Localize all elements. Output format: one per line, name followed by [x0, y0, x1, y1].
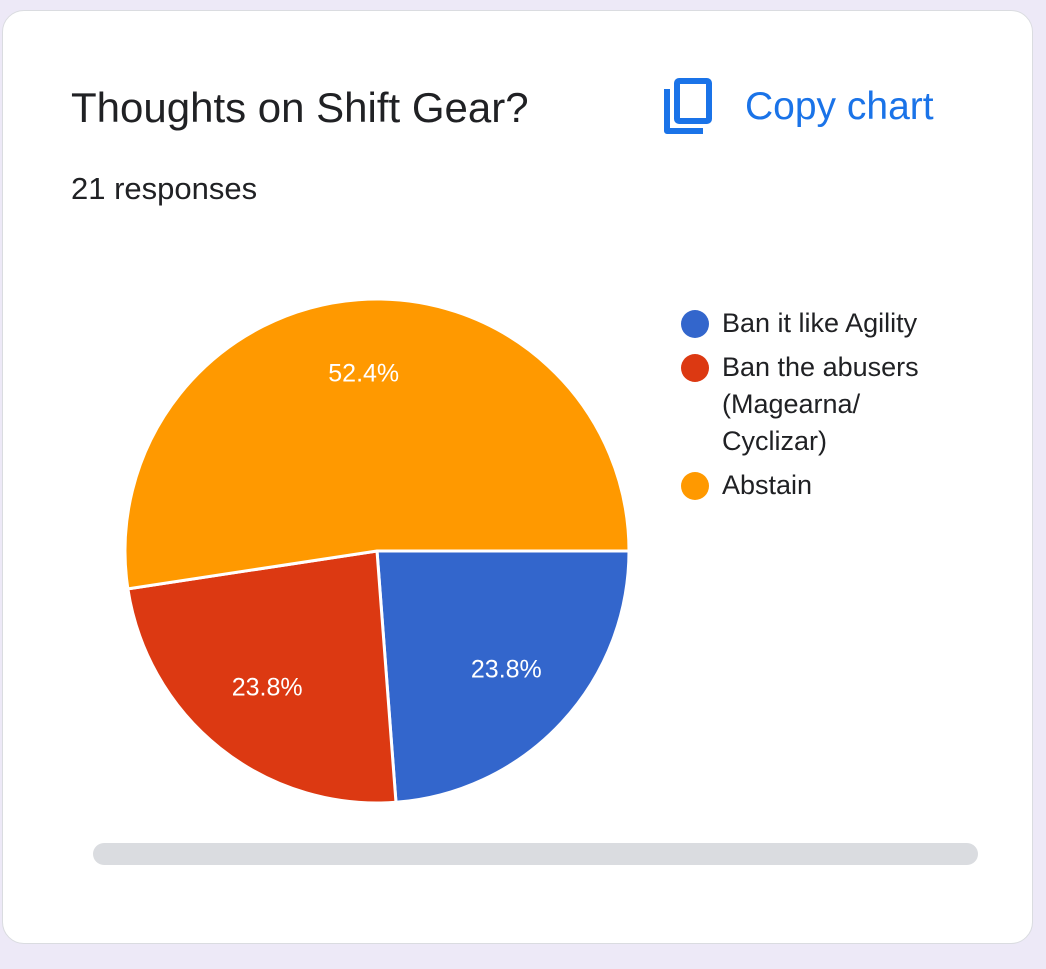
pie-slice-2[interactable]	[126, 549, 398, 805]
slice-percent-label: 52.4%	[328, 360, 399, 388]
copy-chart-label: Copy chart	[745, 85, 934, 128]
legend-label: Ban the abusers (Magearna/ Cyclizar)	[722, 352, 919, 456]
pie-slice-1[interactable]	[375, 549, 631, 804]
chart-card: Thoughts on Shift Gear? 21 responses Cop…	[2, 10, 1033, 944]
chart-legend: Ban it like Agility Ban the abusers (Mage…	[681, 305, 981, 511]
legend-item-2[interactable]: Ban the abusers (Magearna/ Cyclizar)	[681, 349, 981, 460]
response-count: 21 responses	[71, 171, 258, 206]
pie-slice-3[interactable]	[123, 297, 631, 591]
legend-item-3[interactable]: Abstain	[681, 467, 981, 504]
legend-color-dot	[681, 354, 709, 382]
legend-color-dot	[681, 310, 709, 338]
legend-label: Abstain	[722, 470, 813, 500]
legend-label: Ban it like Agility	[722, 308, 918, 338]
horizontal-scrollbar[interactable]	[93, 843, 978, 865]
slice-percent-label: 23.8%	[471, 656, 542, 684]
legend-color-dot	[681, 472, 709, 500]
legend-item-1[interactable]: Ban it like Agility	[681, 305, 981, 342]
slice-percent-label: 23.8%	[232, 674, 303, 702]
copy-chart-button[interactable]: Copy chart	[659, 73, 934, 141]
copy-icon	[664, 78, 712, 134]
question-title: Thoughts on Shift Gear?	[71, 84, 529, 131]
pie-chart: 23.8% 23.8% 52.4%	[123, 297, 631, 805]
